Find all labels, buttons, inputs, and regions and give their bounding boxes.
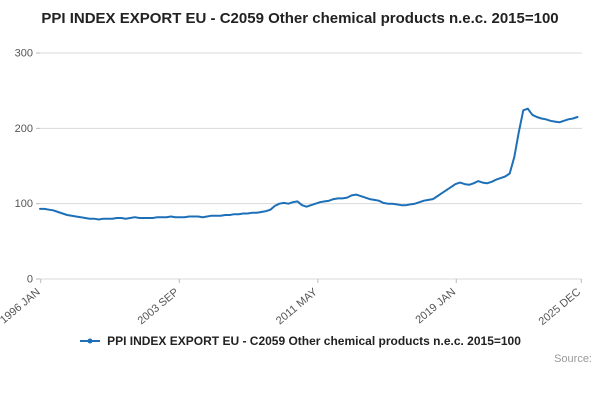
page-title: PPI INDEX EXPORT EU - C2059 Other chemic…: [41, 10, 559, 27]
legend: PPI INDEX EXPORT EU - C2059 Other chemic…: [0, 331, 600, 351]
chart-area: 0 100 200 300 1996 JAN 2003 SEP 2011 MAY 2019 J…: [0, 31, 600, 331]
y-axis-label: 200: [15, 123, 33, 135]
legend-label: PPI INDEX EXPORT EU - C2059 Other chemic…: [107, 333, 521, 348]
y-axis-label: 0: [27, 273, 33, 285]
line-chart: 0 100 200 300 1996 JAN 2003 SEP 2011 MAY 2019 J…: [0, 47, 584, 328]
x-axis-label: 2011 MAY: [274, 285, 320, 327]
x-axis-label: 2019 JAN: [413, 286, 458, 326]
x-axis-label: 2025 DEC: [537, 286, 584, 328]
legend-line-icon: [80, 338, 101, 344]
x-axis-label: 2003 SEP: [136, 286, 182, 327]
x-axis-label: 1996 JAN: [0, 286, 43, 326]
y-axis-label: 100: [15, 198, 33, 210]
source-label: Source:: [554, 352, 592, 365]
y-axis-label: 300: [15, 47, 33, 59]
series-line: [39, 107, 579, 221]
